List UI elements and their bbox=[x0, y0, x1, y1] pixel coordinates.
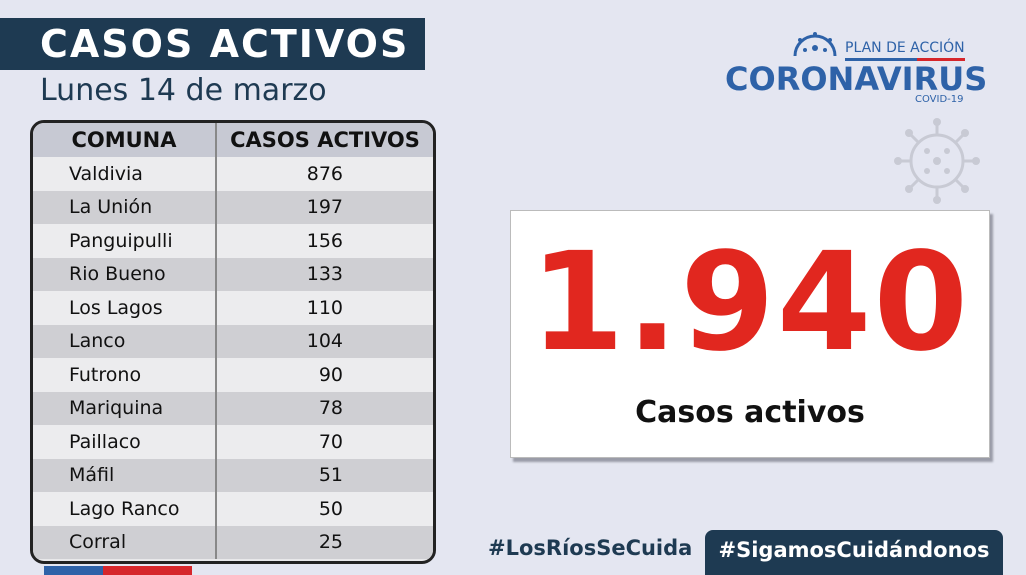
casos-cell: 25 bbox=[216, 525, 433, 559]
comuna-cell: Mariquina bbox=[33, 391, 217, 425]
casos-cell: 197 bbox=[216, 190, 433, 224]
casos-cell: 133 bbox=[216, 257, 433, 291]
hashtag-sigamos: #SigamosCuidándonos bbox=[718, 538, 990, 562]
table-row: Rio Bueno 133 bbox=[33, 257, 433, 291]
page-title: CASOS ACTIVOS bbox=[40, 22, 410, 66]
total-cases-value: 1.940 bbox=[529, 224, 971, 382]
coronavirus-logo-icon bbox=[793, 32, 837, 56]
casos-cell: 104 bbox=[216, 324, 433, 358]
coronavirus-plan-logo: PLAN DE ACCIÓN CORONAVIRUS COVID-19 bbox=[720, 32, 987, 112]
header-casos-activos: CASOS ACTIVOS bbox=[216, 123, 433, 157]
casos-cell: 156 bbox=[216, 224, 433, 258]
comuna-cell: Valdivia bbox=[33, 157, 217, 191]
comuna-cell: Corral bbox=[33, 525, 217, 559]
table-row: Máfil 51 bbox=[33, 458, 433, 492]
comuna-cell: Paillaco bbox=[33, 425, 217, 459]
table-header-row: COMUNA CASOS ACTIVOS bbox=[33, 123, 433, 157]
logo-main-text: CORONAVIRUS bbox=[725, 60, 988, 98]
table-row: La Unión 197 bbox=[33, 190, 433, 224]
casos-cell: 876 bbox=[216, 157, 433, 191]
table-row: Mariquina 78 bbox=[33, 391, 433, 425]
comuna-cell: Lago Ranco bbox=[33, 492, 217, 526]
header-comuna: COMUNA bbox=[33, 123, 217, 157]
table-row: Los Lagos 110 bbox=[33, 291, 433, 325]
hashtag-box: #SigamosCuidándonos bbox=[705, 530, 1003, 575]
casos-cell: 78 bbox=[216, 391, 433, 425]
casos-cell: 50 bbox=[216, 492, 433, 526]
logo-underline bbox=[845, 58, 965, 61]
comuna-cell: Lanco bbox=[33, 324, 217, 358]
table-row: Lago Ranco 50 bbox=[33, 492, 433, 526]
comuna-cell: Futrono bbox=[33, 358, 217, 392]
comuna-cell: Los Lagos bbox=[33, 291, 217, 325]
flag-bar bbox=[44, 566, 192, 575]
table-row: Futrono 90 bbox=[33, 358, 433, 392]
virus-icon bbox=[894, 118, 980, 204]
total-cases-card: 1.940 Casos activos bbox=[510, 210, 990, 458]
date-subtitle: Lunes 14 de marzo bbox=[40, 73, 327, 108]
casos-cell: 110 bbox=[216, 291, 433, 325]
casos-cell: 70 bbox=[216, 425, 433, 459]
table-row: Valdivia 876 bbox=[33, 157, 433, 191]
table-row: Panguipulli 156 bbox=[33, 224, 433, 258]
comuna-cell: Máfil bbox=[33, 458, 217, 492]
table-row: Paillaco 70 bbox=[33, 425, 433, 459]
cases-table-container: COMUNA CASOS ACTIVOS Valdivia 876 La Unión… bbox=[30, 120, 436, 564]
casos-cell: 90 bbox=[216, 358, 433, 392]
title-banner bbox=[0, 18, 425, 70]
cases-table: COMUNA CASOS ACTIVOS Valdivia 876 La Unión… bbox=[33, 123, 433, 559]
total-cases-label: Casos activos bbox=[635, 395, 865, 430]
comuna-cell: Panguipulli bbox=[33, 224, 217, 258]
table-row: Corral 25 bbox=[33, 525, 433, 559]
comuna-cell: La Unión bbox=[33, 190, 217, 224]
table-row: Lanco 104 bbox=[33, 324, 433, 358]
casos-cell: 51 bbox=[216, 458, 433, 492]
comuna-cell: Rio Bueno bbox=[33, 257, 217, 291]
logo-covid-text: COVID-19 bbox=[915, 94, 964, 105]
hashtag-los-rios: #LosRíosSeCuida bbox=[488, 536, 693, 560]
logo-plan-text: PLAN DE ACCIÓN bbox=[845, 40, 965, 56]
